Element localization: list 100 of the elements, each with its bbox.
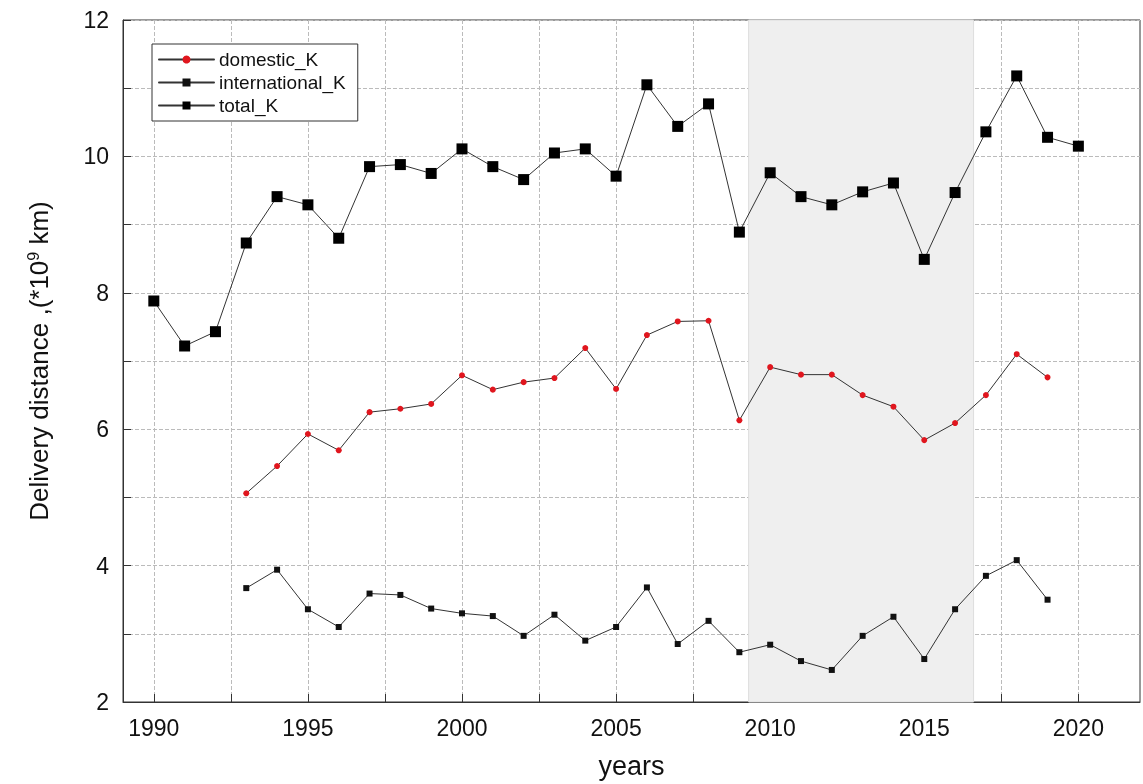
point [795,191,807,203]
point [641,79,653,91]
point [610,170,622,182]
point [705,617,712,624]
y-axis-title: Delivery distance ,(*109 km) [24,201,54,521]
x-tick-label: 1995 [282,714,334,741]
point [736,649,743,656]
point [921,656,928,663]
point [551,611,558,618]
point [520,632,527,639]
point [520,379,527,386]
point [579,143,591,155]
point [397,405,404,412]
point [335,623,342,630]
point [333,232,345,244]
point [921,437,928,444]
point [274,566,281,573]
point [271,191,283,203]
x-axis-title: years [598,750,665,781]
point [1072,140,1084,152]
point [890,403,897,410]
point [949,187,961,199]
point [857,186,869,198]
point [274,463,281,470]
point [952,420,959,427]
point [952,606,959,613]
y-tick-label: 8 [96,279,109,306]
point [982,572,989,579]
point [705,317,712,324]
point [487,161,499,173]
point [764,167,776,179]
point [982,392,989,399]
point [703,98,715,110]
point [456,143,468,155]
point [1011,70,1023,82]
point [733,226,745,238]
point [179,340,191,352]
point [302,199,314,211]
y-tick-label: 10 [83,143,109,170]
point [397,591,404,598]
x-tick-label: 2005 [590,714,642,741]
point [887,177,899,189]
point [243,585,250,592]
x-tick-label: 2020 [1052,714,1104,741]
point [826,199,838,211]
point [672,120,684,132]
point [890,613,897,620]
point [548,147,560,159]
point [736,417,743,424]
point [304,430,311,437]
point [366,590,373,597]
x-tick-label: 2000 [436,714,488,741]
point [1013,557,1020,564]
point [828,666,835,673]
point [459,610,465,617]
legend-label: domestic_K [219,49,319,71]
point [859,392,866,399]
point [364,161,376,173]
point [828,371,835,378]
x-tick-label: 2010 [744,714,796,741]
point [304,606,311,613]
point [243,490,250,497]
point [859,632,866,639]
point [582,637,589,644]
point [148,295,160,307]
point [425,167,437,179]
point [918,253,930,265]
point [394,159,406,171]
legend-label: total_K [219,95,279,117]
point [798,371,804,378]
point [613,623,620,630]
point [767,364,774,371]
point [428,400,435,407]
point [582,345,589,352]
point [613,385,620,392]
point [767,641,774,648]
y-tick-label: 6 [96,416,109,443]
point [1042,131,1054,143]
x-tick-label: 1990 [128,714,180,741]
x-tick-label: 2015 [898,714,950,741]
point [209,326,221,338]
y-tick-label: 2 [96,689,109,715]
y-tick-label: 12 [83,7,109,33]
point [489,613,496,620]
point [643,332,650,339]
point [518,174,530,186]
point [489,386,496,393]
point [240,237,252,249]
point [335,447,342,454]
point [428,605,435,612]
point [798,658,804,665]
point [366,409,373,416]
y-tick-label: 4 [96,552,110,579]
point [1044,596,1051,603]
point [643,584,650,591]
point [459,372,465,379]
point [674,641,681,648]
point [551,375,558,382]
legend-label: international_K [219,72,347,94]
point [980,126,992,138]
